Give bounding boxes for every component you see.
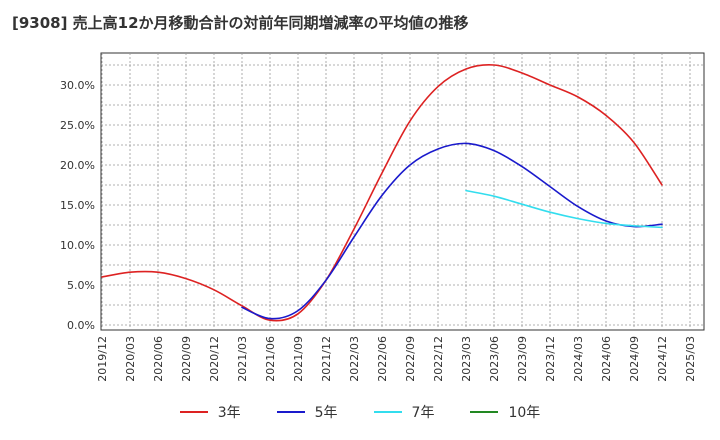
x-tick-label: 2023/12 (544, 336, 557, 382)
y-tick-label: 0.0% (67, 319, 95, 332)
legend-label: 3年 (217, 405, 241, 421)
x-tick-label: 2020/03 (124, 336, 137, 382)
x-tick-label: 2021/12 (320, 336, 333, 382)
legend-label: 7年 (411, 405, 435, 421)
y-tick-label: 15.0% (60, 199, 95, 212)
x-tick-label: 2023/09 (516, 336, 529, 382)
x-tick-label: 2021/06 (264, 336, 277, 382)
series-line (465, 189, 663, 229)
x-tick-label: 2020/12 (208, 336, 221, 382)
plot-area (100, 52, 705, 331)
x-tick-label: 2025/03 (684, 336, 697, 382)
series-line (241, 142, 663, 320)
x-tick-label: 2020/06 (152, 336, 165, 382)
x-tick-label: 2024/03 (572, 336, 585, 382)
x-tick-label: 2024/12 (656, 336, 669, 382)
x-tick-label: 2022/12 (432, 336, 445, 382)
x-tick-label: 2020/09 (180, 336, 193, 382)
legend-swatch (373, 411, 402, 413)
x-tick-label: 2024/06 (600, 336, 613, 382)
x-tick-label: 2021/09 (292, 336, 305, 382)
legend-label: 10年 (508, 405, 541, 421)
x-tick-label: 2019/12 (96, 336, 109, 382)
legend-swatch (276, 411, 305, 413)
x-tick-label: 2022/03 (348, 336, 361, 382)
x-tick-label: 2023/06 (488, 336, 501, 382)
x-tick-label: 2021/03 (236, 336, 249, 382)
series-line (101, 64, 663, 322)
legend-item: 10年 (470, 402, 540, 422)
legend-item: 5年 (276, 402, 338, 422)
x-tick-label: 2022/09 (404, 336, 417, 382)
legend-label: 5年 (314, 405, 338, 421)
chart-legend: 3年 5年 7年 10年 (0, 402, 720, 422)
x-tick-label: 2023/03 (460, 336, 473, 382)
y-tick-label: 30.0% (60, 79, 95, 92)
y-tick-label: 25.0% (60, 119, 95, 132)
legend-swatch (470, 411, 499, 413)
legend-item: 3年 (179, 402, 241, 422)
y-tick-label: 20.0% (60, 159, 95, 172)
chart-title: [9308] 売上高12か月移動合計の対前年同期増減率の平均値の推移 (12, 14, 469, 32)
x-tick-label: 2024/09 (628, 336, 641, 382)
x-tick-label: 2022/06 (376, 336, 389, 382)
legend-item: 7年 (373, 402, 435, 422)
legend-swatch (179, 411, 208, 413)
y-tick-label: 10.0% (60, 239, 95, 252)
y-tick-label: 5.0% (67, 279, 95, 292)
